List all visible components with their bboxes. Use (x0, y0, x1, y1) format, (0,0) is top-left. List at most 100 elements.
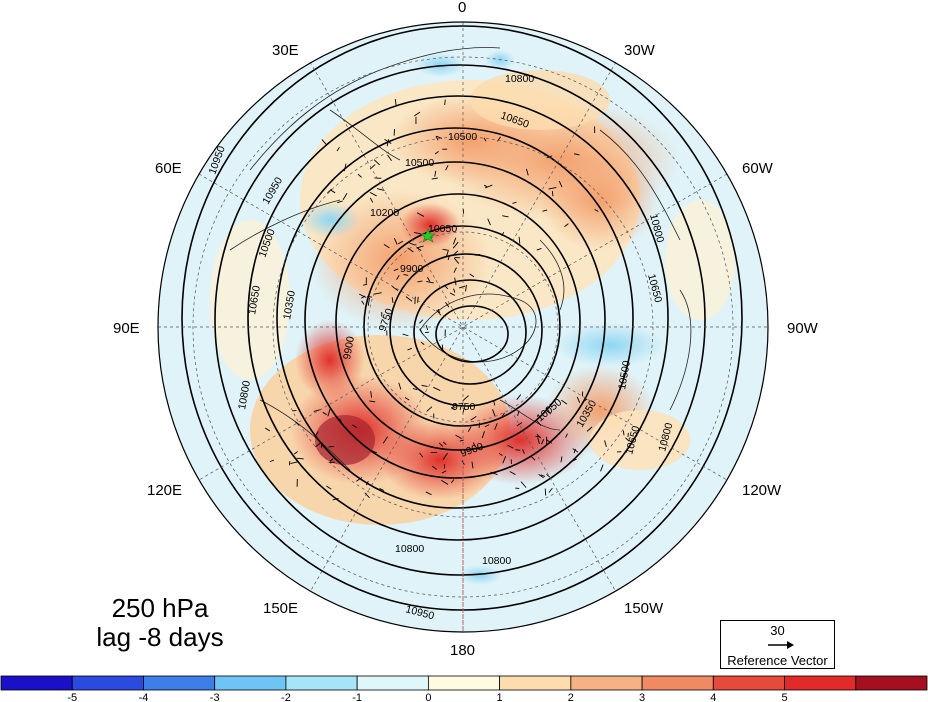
lon-label-60e: 60E (155, 160, 182, 177)
wind-vector-arrow (492, 409, 496, 417)
wind-vector-arrow (442, 452, 448, 460)
wind-vector-arrow (327, 188, 333, 194)
pressure-level-title: 250 hPa (111, 593, 209, 623)
wind-vector-arrow (453, 267, 457, 273)
wind-vector-arrow (420, 341, 425, 345)
lon-label-180: 180 (450, 642, 476, 659)
wind-vector-arrow (542, 209, 548, 212)
wind-vector-arrow (445, 301, 450, 308)
wind-vector-arrow (322, 411, 327, 416)
coastlines (229, 47, 692, 471)
wind-vector-arrow (337, 200, 343, 204)
colorbar-swatch (214, 675, 287, 691)
wind-vector-arrow (564, 223, 569, 228)
wind-vector-arrow (393, 237, 398, 245)
reference-vector-value: 30 (770, 623, 785, 638)
colorbar-ticks: -5 -4 -3 -2 -1 0 1 2 3 4 5 (67, 692, 787, 702)
reference-arrow-icon (768, 641, 794, 649)
wind-vector-arrow (290, 461, 298, 465)
lon-label-120e: 120E (147, 482, 183, 499)
wind-vector-arrow (515, 449, 521, 451)
wind-vector-arrow (393, 268, 399, 271)
lon-label-120w: 120W (742, 482, 782, 499)
colorbar-tick-label: 5 (781, 692, 787, 702)
contour-label: 10800 (236, 380, 253, 411)
wind-vector-arrow (373, 159, 380, 166)
contour-9750 (413, 279, 527, 385)
wind-vector-arrow (383, 244, 390, 249)
wind-vector-arrow (416, 212, 425, 217)
contour-label: 10200 (370, 207, 399, 219)
wind-vector-arrow (558, 180, 563, 188)
wind-vector-arrow (467, 426, 472, 432)
wind-vector-arrow (520, 481, 527, 488)
wind-vector-arrow (416, 245, 424, 249)
wind-vector-arrow (493, 400, 496, 406)
wind-vector-arrow (452, 237, 457, 245)
wind-vector-arrow (425, 324, 429, 331)
wind-vector-arrow (453, 288, 456, 293)
colorbar-swatch (71, 675, 144, 691)
wind-vector-arrow (419, 328, 423, 335)
wind-vector-arrow (364, 492, 370, 499)
wind-vector-arrow (487, 218, 491, 226)
wind-vector-arrow (502, 455, 507, 464)
wind-vector-arrow (363, 283, 368, 286)
colorbar: -5 -4 -3 -2 -1 0 1 2 3 4 5 (0, 675, 928, 702)
wind-vector-arrow (369, 197, 374, 203)
wind-vector-arrow (437, 308, 441, 314)
contour-label: 9900 (400, 263, 424, 275)
wind-vector-arrow (417, 296, 419, 303)
wind-vector-arrow (565, 433, 568, 438)
wind-vector-arrow (391, 297, 394, 304)
lon-label-30e: 30E (272, 42, 299, 59)
wind-vector-arrow (328, 445, 334, 448)
wind-vector-arrow (455, 434, 462, 440)
wind-vector-arrow (472, 442, 476, 447)
wind-vector-arrow (535, 419, 542, 426)
wind-vector-arrow (427, 277, 431, 282)
wind-vector-arrow (326, 485, 332, 490)
wind-vector-arrow (484, 424, 490, 428)
wind-vector-arrow (536, 433, 541, 439)
wind-vector-arrow (398, 382, 402, 390)
wind-vector-arrow (517, 410, 520, 416)
colorbar-tick-label: 2 (568, 692, 574, 702)
wind-vector-arrow (315, 431, 319, 436)
wind-vector-arrow (402, 333, 409, 337)
wind-vector-arrow (426, 280, 434, 284)
wind-vector-arrow (548, 487, 553, 493)
lag-title: lag -8 days (96, 622, 224, 652)
contour-label: 10500 (405, 157, 434, 169)
wind-vector-arrow (600, 464, 604, 472)
wind-vector-arrow (329, 458, 334, 462)
wind-vector-arrow (434, 170, 437, 177)
wind-vector-arrow (442, 441, 447, 446)
wind-vector-arrow (574, 153, 580, 156)
wind-vector-arrow (498, 453, 503, 456)
wind-vector-arrow (352, 424, 358, 429)
wind-vector-arrow (419, 452, 424, 458)
colorbar-swatch (570, 675, 643, 691)
colorbar-swatch (499, 675, 572, 691)
wind-vector-arrow (404, 397, 410, 401)
wind-vector-arrow (414, 231, 422, 235)
wind-vector-arrow (551, 190, 554, 197)
wind-vector-arrow (576, 396, 581, 404)
wind-vector-arrow (451, 479, 455, 484)
colorbar-tick-label: -4 (139, 692, 149, 702)
colorbar-tick-label: 4 (710, 692, 716, 702)
wind-vector-arrow (512, 201, 517, 204)
wind-vector-arrow (522, 449, 525, 454)
wind-vector-arrow (369, 191, 377, 197)
wind-vector-arrow (359, 293, 367, 298)
wind-vector-arrow (483, 184, 488, 188)
colorbar-swatch (712, 675, 785, 691)
wind-vector-arrow (546, 473, 551, 478)
wind-vector-arrow (382, 436, 388, 444)
colorbar-swatch (784, 675, 857, 691)
contour-9900 (389, 253, 543, 407)
wind-vector-arrow (573, 448, 576, 454)
height-contours (181, 25, 743, 611)
